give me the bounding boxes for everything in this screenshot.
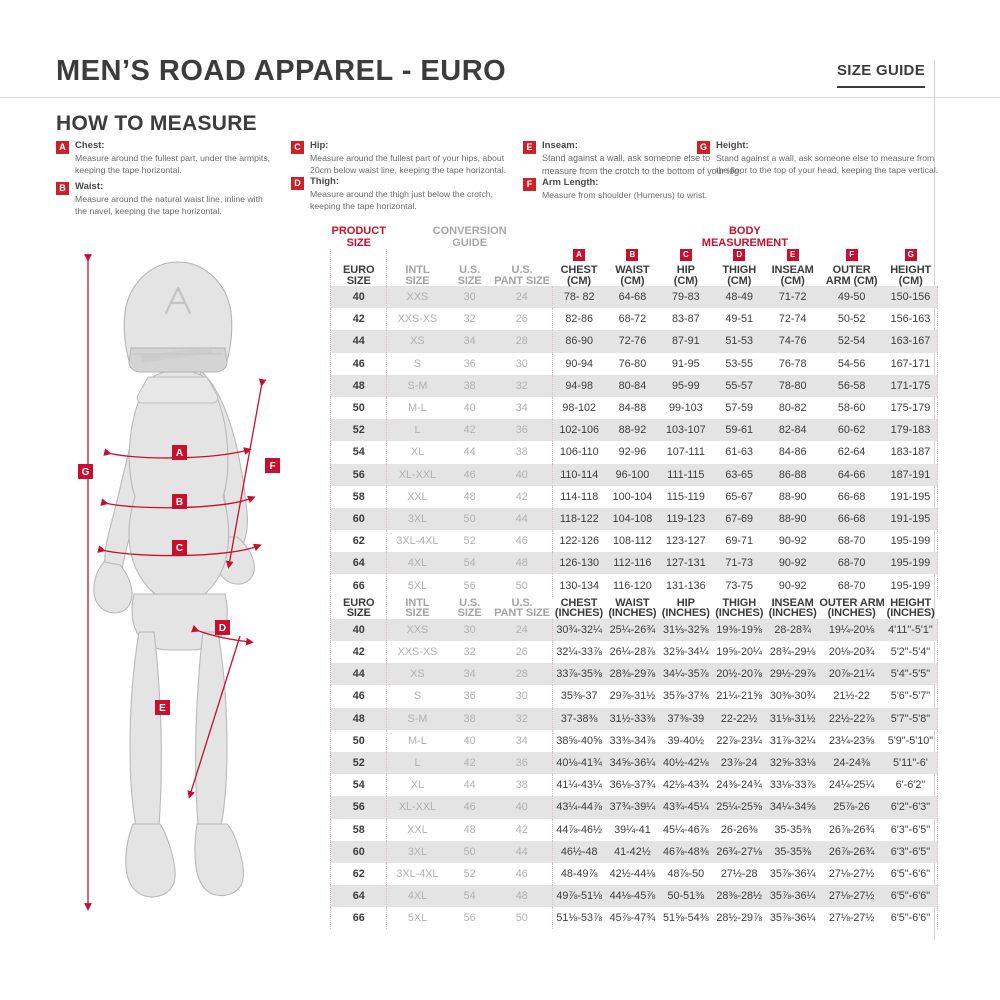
svg-text:G: G [82,467,90,478]
svg-text:C: C [176,543,183,554]
svg-text:E: E [159,703,166,714]
svg-text:B: B [176,497,183,508]
svg-text:A: A [176,448,183,459]
svg-text:D: D [219,623,226,634]
svg-text:F: F [269,461,275,472]
